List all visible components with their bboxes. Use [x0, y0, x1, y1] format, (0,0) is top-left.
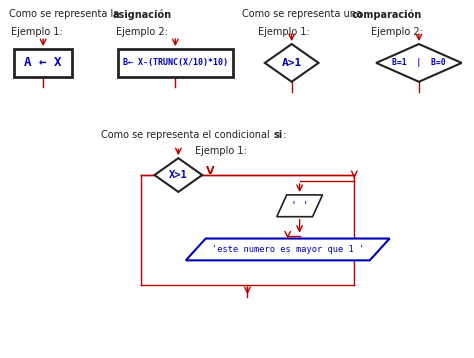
Text: :: :	[403, 9, 406, 19]
Polygon shape	[186, 238, 390, 260]
Text: Ejemplo 1:: Ejemplo 1:	[258, 27, 310, 37]
Bar	[14, 49, 72, 77]
Polygon shape	[265, 44, 319, 82]
Polygon shape	[376, 44, 462, 82]
Text: Ejemplo 2:: Ejemplo 2:	[371, 27, 423, 37]
Text: si: si	[274, 130, 283, 140]
Text: A>1: A>1	[282, 58, 302, 68]
Text: ' ': ' '	[291, 201, 309, 211]
Text: B← X-(TRUNC(X/10)*10): B← X-(TRUNC(X/10)*10)	[123, 58, 228, 67]
Text: Como se representa la: Como se representa la	[9, 9, 123, 19]
Text: 'este numero es mayor que 1 ': 'este numero es mayor que 1 '	[211, 245, 364, 254]
Text: V: V	[206, 166, 215, 176]
Text: Como se representa el condicional: Como se representa el condicional	[101, 130, 273, 140]
Bar	[118, 49, 233, 77]
Text: A ← X: A ← X	[24, 57, 62, 69]
Text: X>1: X>1	[169, 170, 188, 180]
Text: asignación: asignación	[113, 9, 172, 20]
Text: Como se representa una: Como se representa una	[242, 9, 365, 19]
Text: Ejemplo 1:: Ejemplo 1:	[11, 27, 63, 37]
Polygon shape	[155, 158, 202, 192]
Text: B=1  |  B=0: B=1 | B=0	[392, 58, 446, 67]
Text: :: :	[283, 130, 286, 140]
Text: :: :	[159, 9, 163, 19]
Text: Ejemplo 2:: Ejemplo 2:	[116, 27, 168, 37]
Polygon shape	[277, 195, 322, 217]
Text: Ejemplo 1:: Ejemplo 1:	[195, 146, 247, 156]
Text: comparación: comparación	[351, 9, 421, 20]
